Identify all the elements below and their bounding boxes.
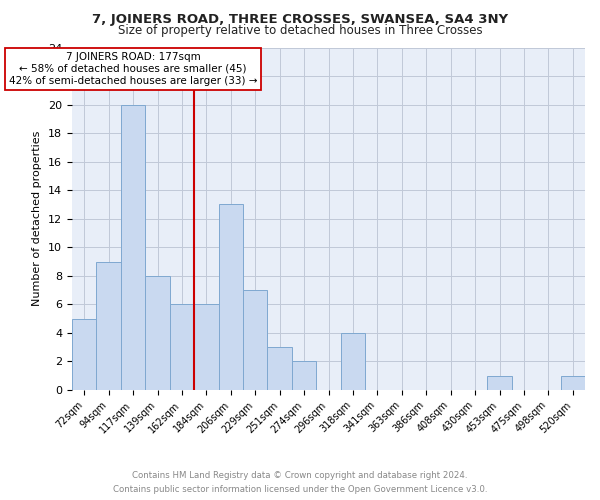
Bar: [243, 290, 268, 390]
Bar: [72, 318, 97, 390]
Bar: [121, 104, 145, 390]
Bar: [268, 347, 292, 390]
Text: Size of property relative to detached houses in Three Crosses: Size of property relative to detached ho…: [118, 24, 482, 37]
Bar: [292, 362, 316, 390]
Y-axis label: Number of detached properties: Number of detached properties: [32, 131, 43, 306]
Text: Contains HM Land Registry data © Crown copyright and database right 2024.
Contai: Contains HM Land Registry data © Crown c…: [113, 472, 487, 494]
Bar: [560, 376, 585, 390]
Bar: [194, 304, 218, 390]
Bar: [170, 304, 194, 390]
Bar: [341, 333, 365, 390]
Text: 7, JOINERS ROAD, THREE CROSSES, SWANSEA, SA4 3NY: 7, JOINERS ROAD, THREE CROSSES, SWANSEA,…: [92, 12, 508, 26]
Bar: [218, 204, 243, 390]
Bar: [145, 276, 170, 390]
Text: 7 JOINERS ROAD: 177sqm
← 58% of detached houses are smaller (45)
42% of semi-det: 7 JOINERS ROAD: 177sqm ← 58% of detached…: [9, 52, 257, 86]
Bar: [487, 376, 512, 390]
Bar: [97, 262, 121, 390]
